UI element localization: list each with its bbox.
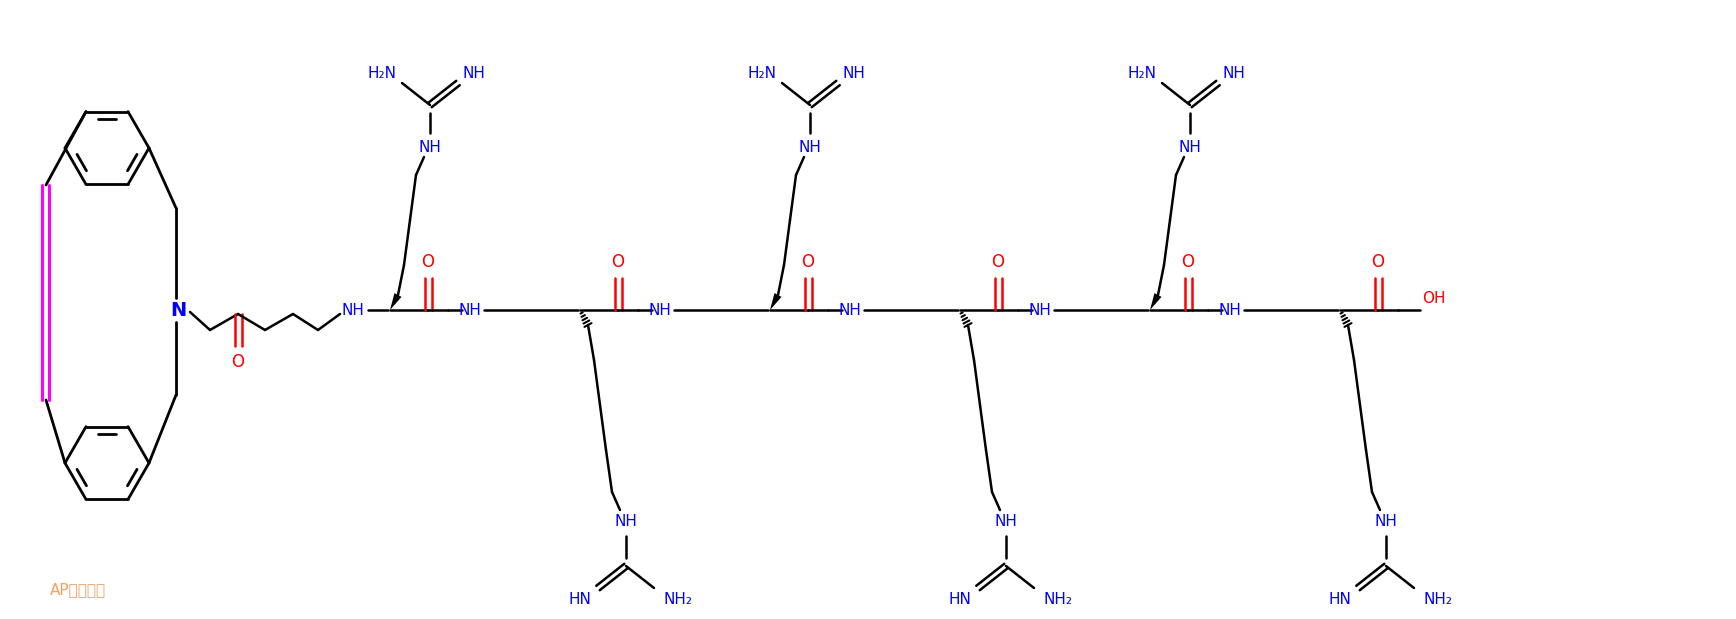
Text: NH: NH: [799, 139, 821, 155]
Text: O: O: [611, 253, 625, 271]
Text: AP专肽生物: AP专肽生物: [50, 582, 106, 597]
Text: NH: NH: [458, 303, 481, 318]
Text: HN: HN: [569, 592, 592, 607]
Text: HN: HN: [1328, 592, 1351, 607]
Text: NH: NH: [615, 514, 637, 529]
Text: NH: NH: [418, 139, 441, 155]
Text: O: O: [991, 253, 1005, 271]
Text: NH₂: NH₂: [1043, 592, 1073, 607]
Polygon shape: [771, 293, 781, 310]
Text: OH: OH: [1422, 290, 1446, 306]
Text: NH: NH: [342, 303, 365, 318]
Text: NH: NH: [838, 303, 861, 318]
Text: NH: NH: [1179, 139, 1201, 155]
Text: NH₂: NH₂: [1424, 592, 1453, 607]
Text: NH: NH: [462, 66, 486, 80]
Text: NH: NH: [842, 66, 866, 80]
Text: NH: NH: [1028, 303, 1052, 318]
Text: NH: NH: [1222, 66, 1245, 80]
Text: NH: NH: [649, 303, 672, 318]
Text: H₂N: H₂N: [1127, 66, 1156, 80]
Text: NH: NH: [995, 514, 1017, 529]
Text: O: O: [802, 253, 814, 271]
Polygon shape: [391, 293, 401, 310]
Text: HN: HN: [948, 592, 972, 607]
Text: O: O: [1371, 253, 1385, 271]
Text: NH₂: NH₂: [663, 592, 693, 607]
Polygon shape: [1149, 293, 1161, 310]
Text: H₂N: H₂N: [748, 66, 776, 80]
Text: O: O: [1182, 253, 1194, 271]
Text: N: N: [170, 300, 186, 319]
Text: O: O: [231, 353, 245, 371]
Text: NH: NH: [1219, 303, 1241, 318]
Text: H₂N: H₂N: [368, 66, 396, 80]
Text: NH: NH: [1375, 514, 1397, 529]
Text: O: O: [422, 253, 434, 271]
